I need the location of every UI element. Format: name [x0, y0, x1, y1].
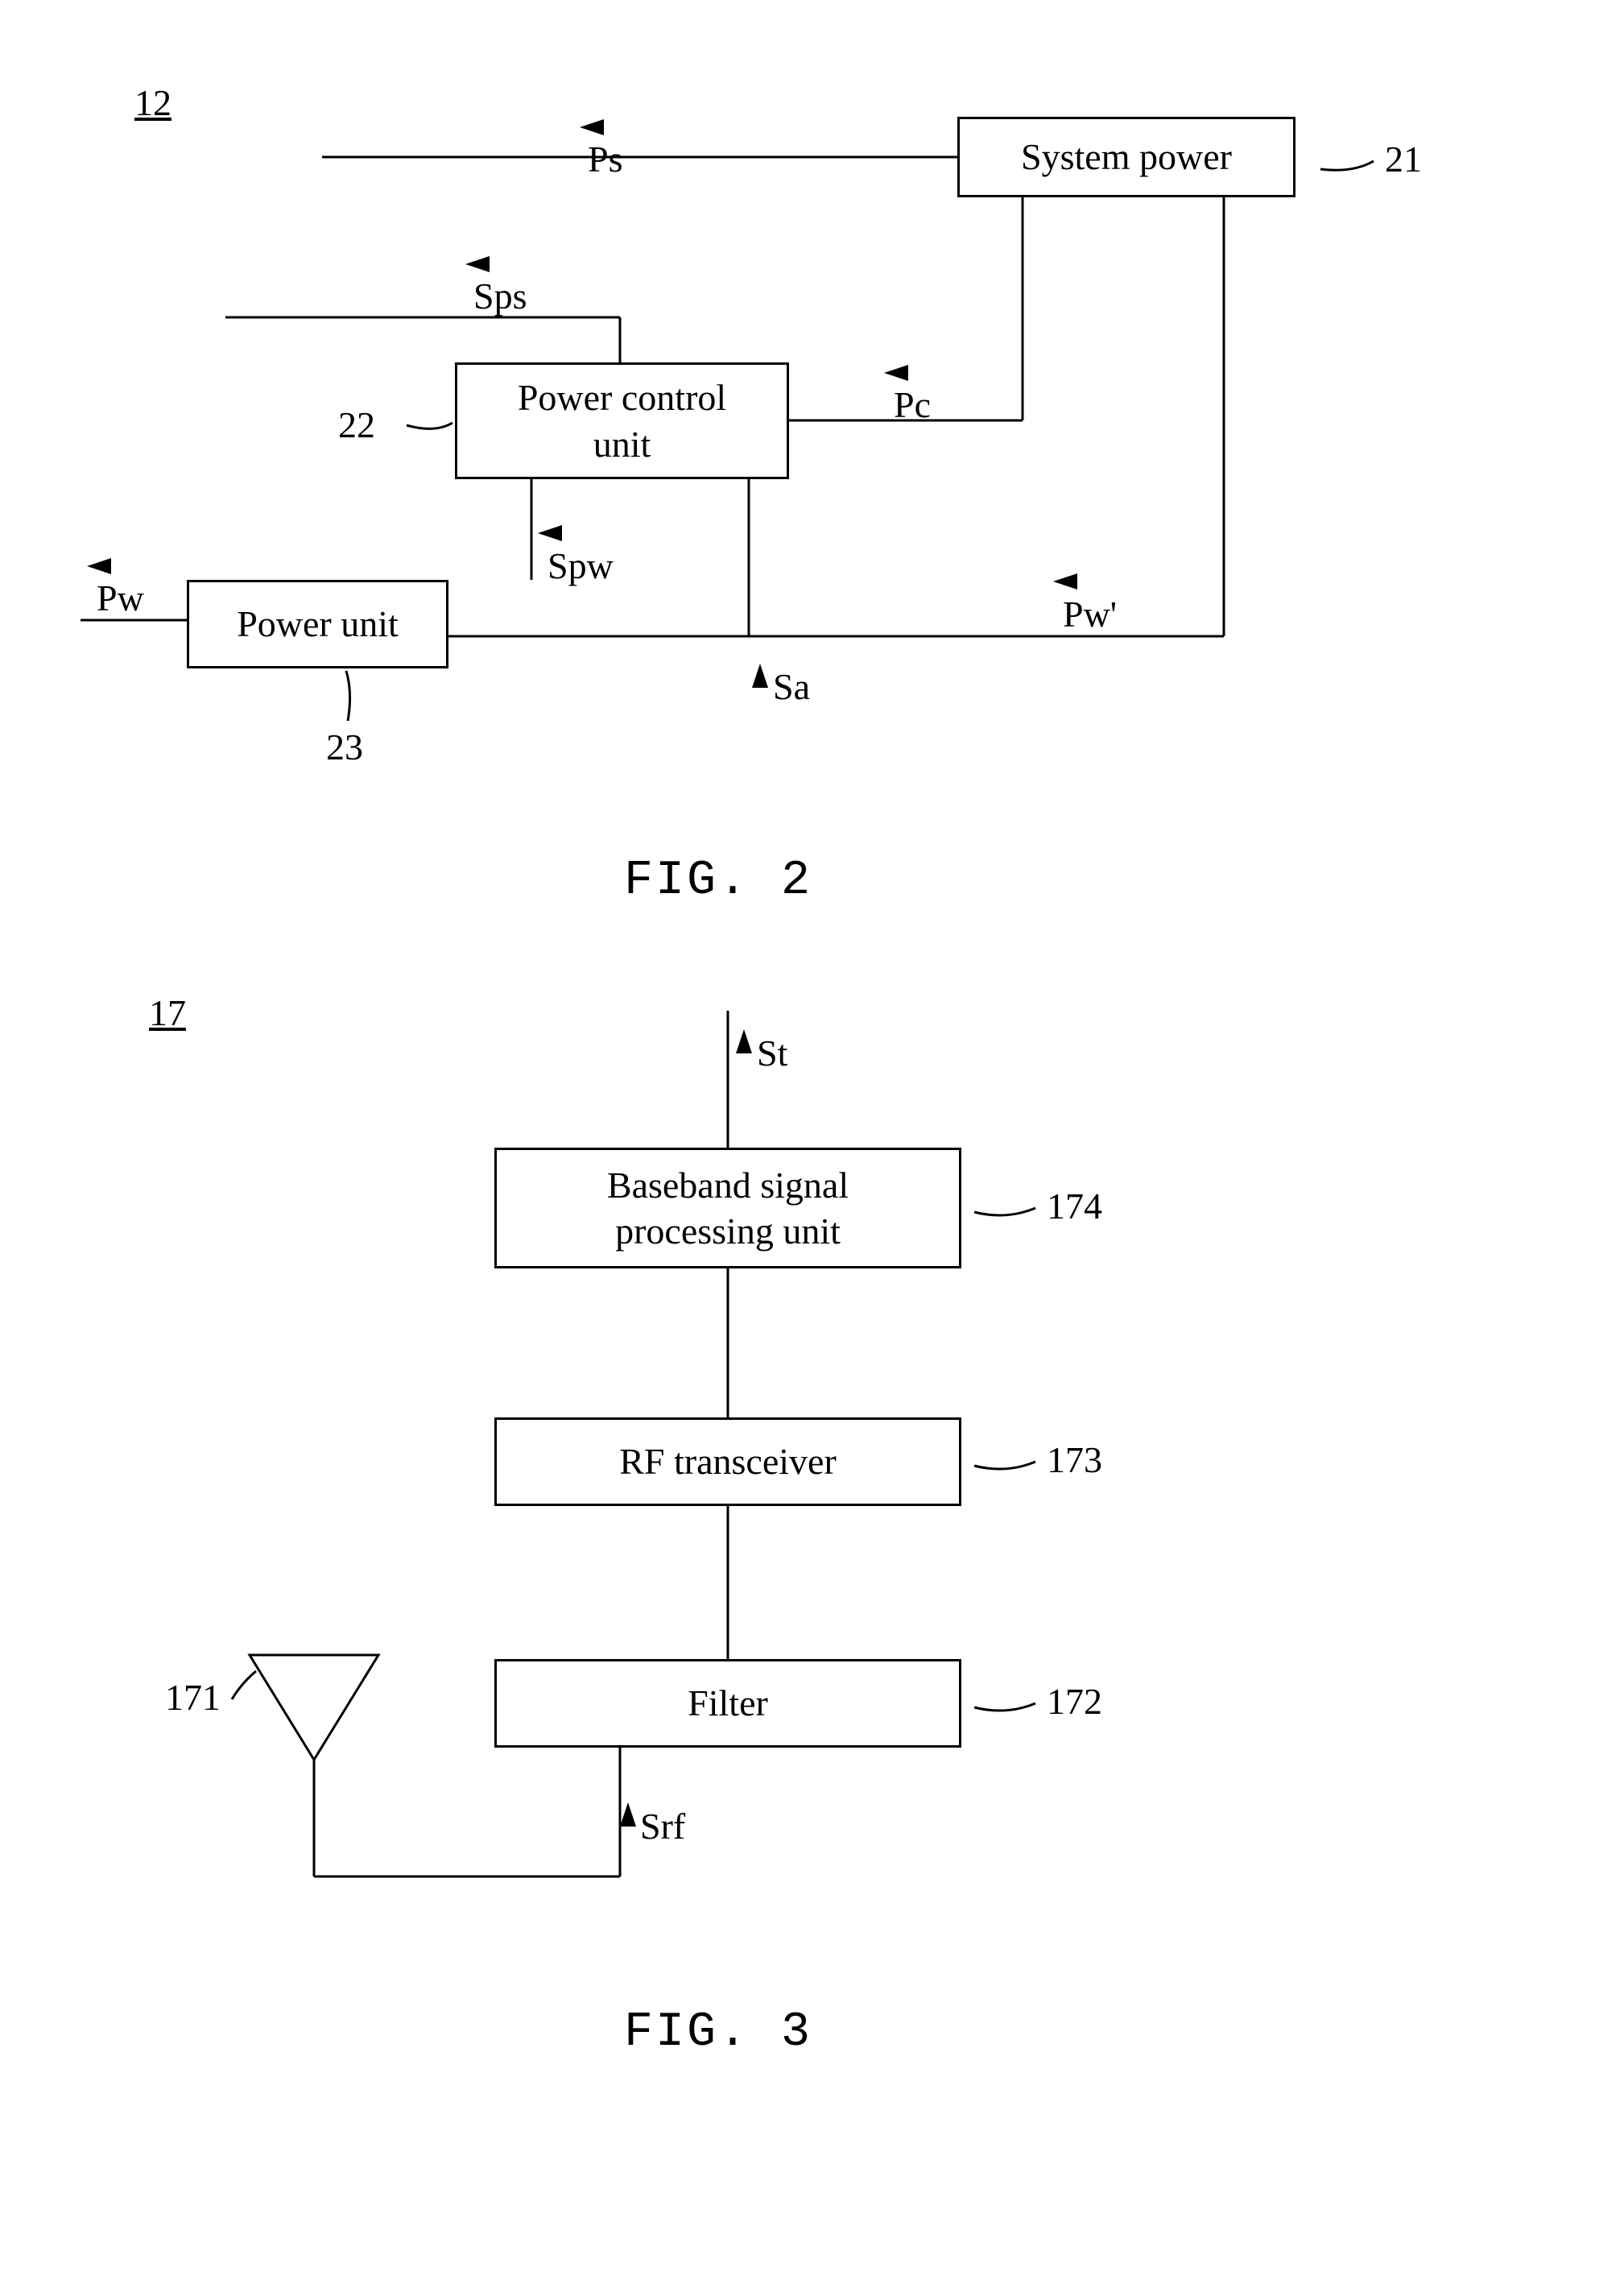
power-control-text: Power control unit [518, 374, 726, 467]
fig3-id: 17 [149, 995, 186, 1032]
label-pc: Pc [894, 387, 931, 424]
rf-text: RF transceiver [619, 1438, 837, 1485]
label-sps: Sps [473, 278, 527, 315]
power-unit-box: Power unit [187, 580, 448, 668]
baseband-text: Baseband signal processing unit [607, 1162, 849, 1255]
power-control-box: Power control unit [455, 362, 789, 479]
ref-23: 23 [326, 729, 363, 766]
wires-svg [0, 0, 1624, 2284]
fig2-id: 12 [134, 85, 171, 122]
label-srf: Srf [640, 1808, 685, 1845]
baseband-box: Baseband signal processing unit [494, 1148, 961, 1268]
system-power-box: System power [957, 117, 1295, 197]
rf-box: RF transceiver [494, 1417, 961, 1506]
label-spw: Spw [548, 548, 614, 585]
label-pw-prime: Pw' [1063, 596, 1117, 633]
label-sa: Sa [773, 668, 810, 705]
ref-174: 174 [1047, 1188, 1102, 1225]
ref-171: 171 [165, 1679, 221, 1716]
filter-box: Filter [494, 1659, 961, 1748]
label-ps: Ps [588, 141, 622, 178]
ref-21: 21 [1385, 141, 1422, 178]
power-unit-text: Power unit [237, 601, 399, 648]
fig3-caption: FIG. 3 [624, 2005, 812, 2060]
ref-22: 22 [338, 407, 375, 444]
system-power-text: System power [1021, 134, 1232, 180]
ref-173: 173 [1047, 1442, 1102, 1479]
label-pw: Pw [97, 580, 144, 617]
label-st: St [757, 1035, 787, 1072]
fig2-caption: FIG. 2 [624, 854, 812, 908]
ref-172: 172 [1047, 1683, 1102, 1720]
filter-text: Filter [688, 1680, 768, 1727]
page: 12 System power 21 Power control unit 22… [0, 0, 1624, 2284]
